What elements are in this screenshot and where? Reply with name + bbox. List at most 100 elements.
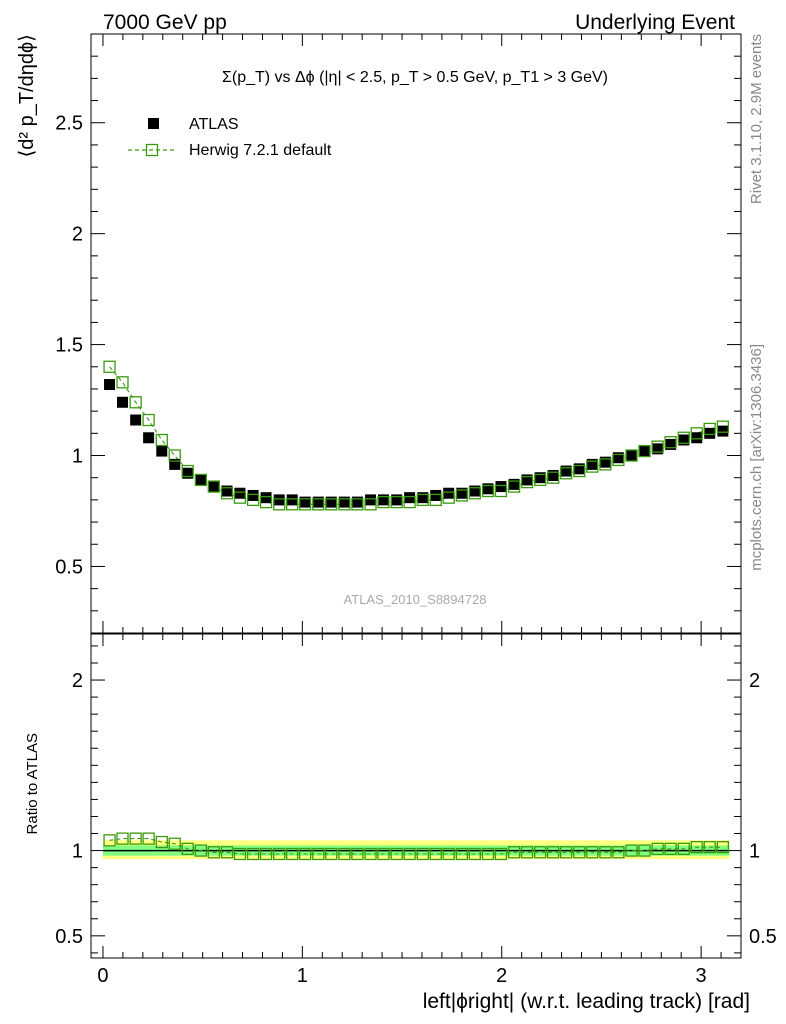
atlas-point [312, 496, 324, 508]
atlas-point [365, 494, 377, 506]
atlas-point [221, 485, 233, 497]
ratio-herwig-point [599, 846, 612, 859]
atlas-point [717, 425, 729, 437]
atlas-point [325, 496, 337, 508]
herwig-point [455, 489, 469, 502]
ratio-herwig-point [716, 841, 730, 854]
herwig-point [612, 453, 625, 467]
ratio-y-tick-label-right: 1 [749, 841, 760, 863]
herwig-point [298, 498, 312, 511]
atlas-point [560, 465, 572, 477]
ratio-herwig-point [651, 842, 664, 856]
ratio-herwig-point [338, 847, 351, 861]
header-left: 7000 GeV pp [103, 11, 227, 34]
main-y-tick-label: 0.5 [55, 556, 83, 578]
ratio-herwig-point [547, 846, 560, 859]
herwig-point [494, 484, 508, 498]
atlas-point [495, 481, 507, 493]
ratio-y-tick-label-right: 2 [749, 670, 760, 692]
herwig-point [116, 376, 129, 389]
main-series [103, 360, 730, 511]
herwig-point [325, 498, 338, 511]
atlas-point [626, 450, 638, 462]
main-frame [90, 33, 742, 634]
ratio-herwig-point [364, 847, 377, 861]
herwig-point [520, 475, 534, 489]
ratio-frame [90, 633, 742, 959]
main-y-tick-label: 1 [72, 446, 83, 468]
ratio-herwig-point [481, 847, 495, 861]
ratio-herwig-point [194, 844, 208, 857]
herwig-point [507, 480, 521, 493]
herwig-point [468, 487, 481, 500]
herwig-point [351, 498, 364, 511]
x-axis-label: left|ϕright| (w.r.t. leading track) [rad… [423, 990, 750, 1013]
ratio-herwig-point [612, 846, 625, 859]
herwig-point [194, 473, 208, 487]
ratio-herwig-point [259, 847, 273, 861]
x-tick-label: 2 [496, 965, 507, 987]
ratio-y-tick-label-left: 2 [72, 670, 83, 692]
ratio-herwig-point [534, 846, 547, 859]
main-y-axis-label: ⟨d² p_T/dηdϕ⟩ [16, 34, 38, 158]
herwig-point [586, 460, 599, 473]
herwig-point [429, 493, 442, 507]
ratio-y-tick-label-left: 0.5 [55, 926, 83, 948]
ratio-herwig-point [703, 841, 716, 854]
ratio-herwig-point [103, 834, 116, 847]
atlas-point [351, 496, 363, 508]
atlas-point [104, 379, 116, 391]
main-y-tick-label: 1.5 [55, 335, 83, 357]
mcplots-label: mcplots.cern.ch [arXiv:1306.3436] [748, 344, 765, 571]
herwig-point [559, 467, 573, 480]
atlas-point [169, 458, 181, 470]
main-y-tick-label: 2.5 [55, 113, 83, 135]
ratio-herwig-point [442, 847, 455, 861]
atlas-point [404, 492, 416, 504]
herwig-point [246, 493, 260, 507]
atlas-point [156, 445, 168, 457]
ratio-herwig-line [109, 838, 723, 855]
legend-atlas-label: ATLAS [189, 116, 239, 133]
atlas-point [417, 492, 429, 504]
ratio-herwig-point [664, 842, 677, 856]
atlas-point [273, 494, 285, 506]
rivet-label: Rivet 3.1.10, 2.9M events [748, 34, 765, 204]
atlas-point [430, 489, 442, 501]
ratio-herwig-point [677, 842, 690, 856]
x-tick-label: 0 [97, 965, 108, 987]
atlas-point [508, 478, 520, 490]
herwig-point [403, 495, 416, 509]
atlas-point [521, 474, 533, 486]
atlas-point [286, 494, 298, 506]
herwig-point [155, 433, 168, 447]
herwig-point [651, 440, 664, 453]
ratio-herwig-point [129, 832, 142, 845]
herwig-point [233, 491, 247, 504]
atlas-point [534, 472, 546, 484]
herwig-point [690, 427, 703, 440]
ratio-herwig-point [559, 846, 573, 859]
atlas-point [247, 489, 259, 501]
ratio-y-tick-label-right: 0.5 [749, 926, 777, 948]
herwig-point [312, 498, 325, 511]
ratio-herwig-point [246, 847, 260, 861]
ratio-herwig-point [155, 835, 168, 849]
ratio-herwig-point [494, 847, 508, 861]
herwig-point [703, 422, 716, 436]
ratio-herwig-point [181, 842, 194, 856]
ratio-herwig-point [690, 841, 703, 854]
herwig-point [377, 495, 390, 509]
herwig-point [286, 498, 299, 511]
herwig-point [390, 495, 403, 509]
herwig-point [664, 436, 677, 449]
herwig-point [259, 495, 273, 509]
ratio-herwig-point [298, 847, 312, 861]
atlas-point [678, 434, 690, 446]
herwig-point [716, 420, 730, 433]
legend-herwig-marker [145, 143, 159, 157]
atlas-point [691, 432, 703, 444]
watermark: ATLAS_2010_S8894728 [344, 592, 487, 607]
ratio-herwig-point [573, 846, 586, 859]
atlas-point [338, 496, 350, 508]
